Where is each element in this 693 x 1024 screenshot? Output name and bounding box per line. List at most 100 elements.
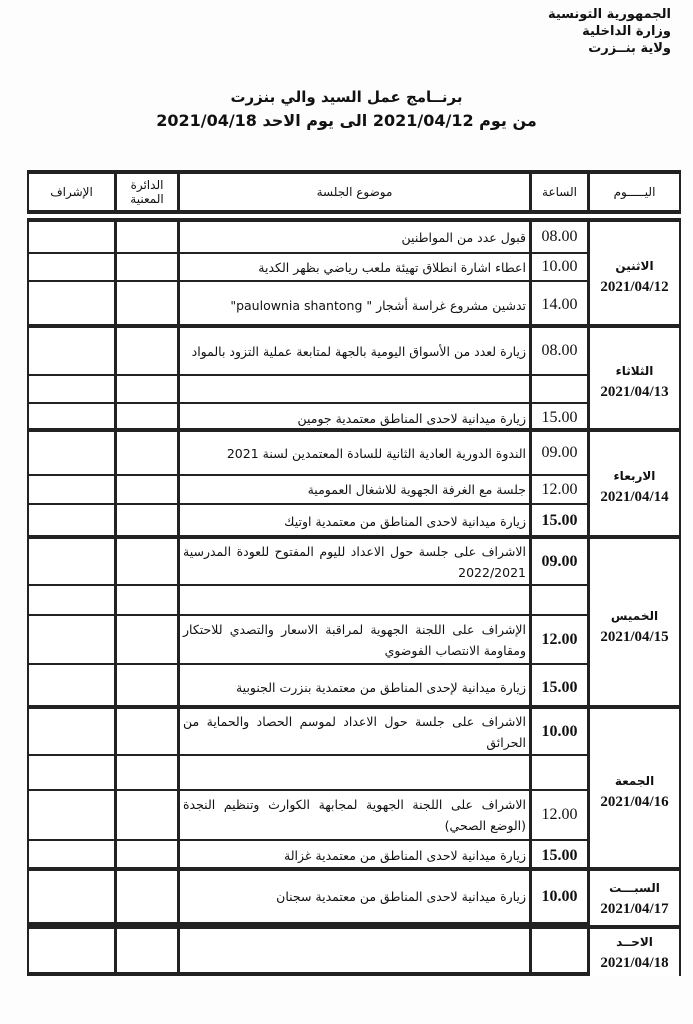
department-cell <box>117 222 177 252</box>
document-subtitle: من يوم 2021/04/12 الى يوم الاحد 2021/04/… <box>156 111 537 130</box>
letterhead: الجمهورية التونسية وزارة الداخلية ولاية … <box>548 6 671 57</box>
department-cell <box>117 586 177 614</box>
day-group: الاحــد 2021/04/18 <box>27 925 681 976</box>
department-cell <box>117 756 177 789</box>
session-time: 14.00 <box>541 296 578 313</box>
supervision-cell <box>29 505 114 537</box>
session-topic: زيارة ميدانية لإحدى المناطق من معتمدية ب… <box>235 680 526 695</box>
day-date: 2021/04/14 <box>600 488 669 505</box>
day-name: الاربعاء <box>613 468 656 483</box>
time-cell: 12.00 <box>532 476 587 503</box>
topic-cell: زيارة ميدانية لإحدى المناطق من معتمدية ب… <box>180 665 529 710</box>
day-cell: الاثنين 2021/04/12 <box>590 222 679 332</box>
supervision-cell <box>29 929 114 972</box>
supervision-cell <box>29 432 114 474</box>
supervision-cell <box>29 756 114 789</box>
supervision-cell <box>29 616 114 663</box>
topic-cell: جلسة مع الغرفة الجهوية للاشغال العمومية <box>180 476 529 503</box>
topic-cell: زيارة ميدانية لاحدى المناطق معتمدية جومي… <box>180 404 529 432</box>
day-name: الاثنين <box>615 259 654 273</box>
day-date: 2021/04/12 <box>600 279 669 295</box>
department-cell <box>117 404 177 432</box>
session-time: 10.00 <box>541 722 578 740</box>
department-cell <box>117 432 177 474</box>
topic-cell: زيارة ميدانية لاحدى المناطق من معتمدية ا… <box>180 505 529 537</box>
session-topic: جلسة مع الغرفة الجهوية للاشغال العمومية <box>307 482 526 497</box>
day-date: 2021/04/13 <box>600 384 669 400</box>
time-cell: 10.00 <box>532 871 587 922</box>
session-time: 12.00 <box>541 630 578 648</box>
day-date: 2021/04/18 <box>600 954 669 971</box>
supervision-cell <box>29 709 114 754</box>
supervision-cell <box>29 841 114 870</box>
column-header-label: الساعة <box>542 185 577 199</box>
column-header-time: الساعة <box>532 174 587 210</box>
time-cell: 15.00 <box>532 404 587 432</box>
department-cell <box>117 254 177 280</box>
column-header-day: اليـــــوم <box>590 174 679 210</box>
day-cell: الجمعة 2021/04/16 <box>590 709 679 874</box>
column-header-label: الإشراف <box>50 185 93 199</box>
topic-cell <box>180 376 529 402</box>
letterhead-line: وزارة الداخلية <box>582 24 671 39</box>
session-time: 09.00 <box>541 444 578 461</box>
day-group: الخميس 2021/04/15 الاشراف على جلسة حول الا… <box>27 535 681 714</box>
session-time: 12.00 <box>541 480 578 498</box>
supervision-cell <box>29 328 114 374</box>
supervision-cell <box>29 476 114 503</box>
topic-cell: اعطاء اشارة انطلاق تهيئة ملعب رياضي بظهر… <box>180 254 529 280</box>
session-time: 08.00 <box>541 342 578 359</box>
department-cell <box>117 376 177 402</box>
session-time: 12.00 <box>541 806 578 823</box>
topic-cell: الاشراف على اللجنة الجهوية لمجابهة الكوا… <box>180 791 529 839</box>
session-time: 15.00 <box>541 678 578 696</box>
department-cell <box>117 841 177 870</box>
day-cell: الخميس 2021/04/15 <box>590 539 679 714</box>
department-cell <box>117 709 177 754</box>
session-topic: الندوة الدورية العادية الثانية للسادة ال… <box>226 445 526 461</box>
topic-cell: الندوة الدورية العادية الثانية للسادة ال… <box>180 432 529 474</box>
time-cell: 15.00 <box>532 505 587 537</box>
document-title: برنــامج عمل السيد والي بنزرت <box>230 88 463 106</box>
supervision-cell <box>29 254 114 280</box>
session-topic: زيارة ميدانية لاحدى المناطق من معتمدية س… <box>276 889 526 904</box>
day-name: الجمعة <box>614 773 655 788</box>
session-topic: الاشراف على جلسة حول الاعداد لليوم المفت… <box>183 543 526 580</box>
topic-cell <box>180 929 529 972</box>
day-date: 2021/04/17 <box>600 900 669 917</box>
time-cell <box>532 929 587 972</box>
topic-cell: الاشراف على جلسة حول الاعداد لليوم المفت… <box>180 539 529 584</box>
day-group: الاثنين 2021/04/12 قبول عدد من المواطنين 08… <box>27 218 681 332</box>
day-name: الثلاثاء <box>615 364 654 378</box>
topic-cell <box>180 756 529 789</box>
column-header-label: موضوع الجلسة <box>316 185 393 199</box>
supervision-cell <box>29 586 114 614</box>
topic-cell: الاشراف على جلسة حول الاعداد لموسم الحصا… <box>180 709 529 754</box>
day-group: السبـــت 2021/04/17 زيارة ميدانية لاحدى ال… <box>27 867 681 926</box>
column-header-department: الدائرة المعنية <box>117 174 177 210</box>
time-cell: 09.00 <box>532 539 587 584</box>
department-cell <box>117 539 177 584</box>
day-date: 2021/04/15 <box>600 628 669 645</box>
table-header: الإشراف الدائرة المعنية موضوع الجلسة الساعة… <box>27 170 681 214</box>
time-cell: 12.00 <box>532 791 587 839</box>
time-cell: 10.00 <box>532 254 587 280</box>
department-cell <box>117 328 177 374</box>
session-topic: قبول عدد من المواطنين <box>401 229 526 245</box>
column-header-label: اليـــــوم <box>613 185 656 199</box>
session-time: 10.00 <box>541 887 578 905</box>
day-name: الخميس <box>610 608 659 623</box>
supervision-cell <box>29 282 114 328</box>
day-name: الاحــد <box>616 934 653 949</box>
time-cell: 10.00 <box>532 709 587 754</box>
session-topic: الإشراف على اللجنة الجهوية لمراقبة الاسع… <box>183 621 526 658</box>
session-topic: زيارة لعدد من الأسواق اليومية بالجهة لمت… <box>191 343 526 359</box>
column-header-label: الدائرة المعنية <box>130 178 164 206</box>
time-cell: 15.00 <box>532 841 587 870</box>
supervision-cell <box>29 871 114 922</box>
session-time: 15.00 <box>541 512 578 529</box>
session-topic: زيارة ميدانية لاحدى المناطق من معتمدية ا… <box>284 513 526 529</box>
time-cell <box>532 756 587 789</box>
topic-cell: زيارة ميدانية لاحدى المناطق من معتمدية غ… <box>180 841 529 870</box>
